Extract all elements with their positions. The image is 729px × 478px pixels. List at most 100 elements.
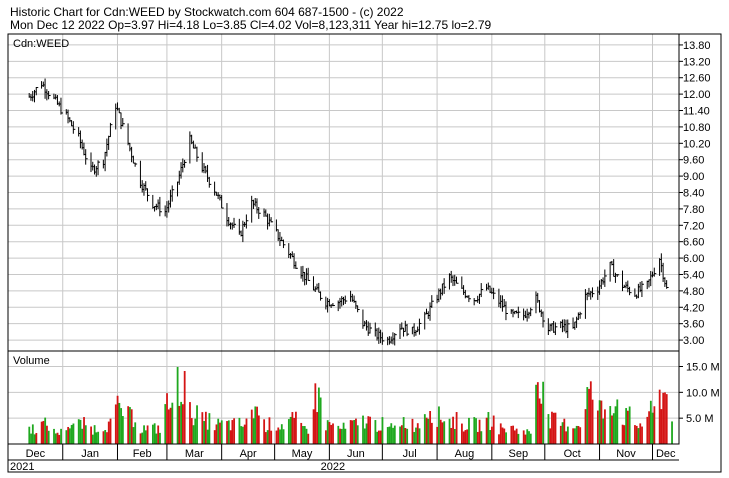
- volume-bar: [637, 428, 640, 444]
- volume-bar: [427, 418, 430, 444]
- volume-bar: [443, 421, 446, 444]
- volume-bar: [91, 434, 94, 444]
- volume-bar: [182, 404, 184, 444]
- volume-bar: [238, 417, 241, 444]
- price-y-tick-label: 11.40: [683, 106, 710, 118]
- x-tick-label: Jul: [403, 448, 417, 460]
- volume-bar: [314, 383, 317, 444]
- volume-bar: [279, 429, 281, 444]
- volume-bar: [473, 417, 476, 444]
- volume-bar: [266, 430, 269, 444]
- volume-bar: [374, 420, 377, 444]
- volume-bar: [649, 400, 652, 444]
- volume-bar: [356, 425, 359, 444]
- volume-bar: [143, 425, 145, 444]
- volume-bar: [295, 411, 297, 444]
- volume-bar: [167, 409, 170, 444]
- volume-bar: [120, 408, 123, 444]
- volume-bar: [226, 421, 228, 444]
- volume-bar: [487, 412, 490, 444]
- volume-bar: [155, 433, 158, 444]
- volume-bar: [254, 406, 257, 444]
- price-y-tick-label: 3.00: [683, 335, 704, 347]
- volume-bar: [609, 406, 612, 444]
- volume-bar: [40, 421, 43, 444]
- volume-bar: [342, 422, 345, 444]
- price-y-tick-label: 9.60: [683, 155, 704, 167]
- volume-bar: [612, 413, 615, 444]
- volume-bar: [289, 416, 292, 444]
- volume-bar: [97, 431, 100, 444]
- volume-bar: [83, 417, 85, 444]
- volume-bar: [326, 420, 329, 444]
- volume-bar: [144, 430, 147, 444]
- volume-bar: [33, 434, 36, 444]
- volume-bar: [287, 419, 290, 444]
- volume-bar: [415, 427, 417, 444]
- volume-bar: [84, 425, 87, 444]
- volume-bar: [134, 422, 137, 444]
- volume-bar: [180, 401, 183, 444]
- volume-bar: [116, 395, 119, 444]
- volume-bar: [498, 434, 500, 444]
- outer-frame: [7, 33, 722, 473]
- volume-bar: [452, 416, 454, 444]
- volume-bar: [146, 425, 149, 444]
- volume-bar: [166, 393, 168, 444]
- volume-bar: [263, 419, 266, 444]
- volume-series: [28, 366, 673, 444]
- volume-bar: [478, 419, 481, 444]
- volume-bar: [406, 428, 409, 444]
- volume-bar: [293, 417, 296, 444]
- volume-bar: [53, 428, 55, 444]
- volume-bar: [586, 387, 589, 444]
- volume-bar: [363, 428, 366, 444]
- price-y-tick-label: 12.00: [683, 89, 711, 101]
- volume-bar: [305, 428, 308, 444]
- volume-bar: [303, 426, 306, 444]
- volume-bar: [379, 430, 382, 444]
- volume-bar: [79, 419, 82, 444]
- volume-bar: [535, 384, 537, 444]
- volume-bar: [621, 424, 624, 444]
- volume-bar: [634, 425, 636, 444]
- volume-bar: [577, 425, 580, 444]
- volume-bar: [574, 428, 576, 444]
- x-tick-label: Aug: [455, 448, 475, 460]
- volume-bar: [164, 404, 167, 444]
- volume-bar: [604, 409, 606, 444]
- volume-bar: [510, 425, 513, 444]
- volume-bar: [312, 409, 315, 444]
- volume-bar: [542, 381, 545, 444]
- volume-bar: [393, 425, 396, 444]
- volume-bar: [58, 434, 61, 444]
- price-y-tick-label: 4.80: [683, 286, 704, 298]
- x-tick-label: Jan: [81, 448, 99, 460]
- volume-bar: [572, 428, 575, 444]
- volume-bar: [399, 426, 402, 444]
- volume-bar: [282, 429, 285, 444]
- volume-bar: [376, 431, 379, 444]
- volume-bar: [215, 424, 218, 444]
- volume-bar: [330, 424, 333, 444]
- price-y-tick-label: 10.20: [683, 138, 711, 150]
- volume-bar: [450, 427, 453, 444]
- volume-bar: [256, 406, 258, 444]
- volume-bar: [515, 428, 518, 444]
- price-series: [28, 78, 669, 346]
- volume-bar: [526, 429, 529, 444]
- volume-bar: [455, 412, 458, 444]
- volume-bar: [565, 431, 567, 444]
- volume-bar: [591, 399, 594, 444]
- volume-bar: [362, 415, 364, 444]
- volume-bar: [528, 431, 530, 444]
- volume-bar: [307, 433, 310, 444]
- volume-bar: [505, 432, 507, 444]
- price-y-tick-label: 7.80: [683, 204, 704, 216]
- volume-bar: [316, 412, 319, 444]
- volume-bar: [499, 423, 502, 444]
- volume-bar: [425, 417, 428, 444]
- volume-bar: [109, 418, 112, 444]
- volume-bar: [429, 411, 432, 444]
- volume-bar: [390, 423, 393, 444]
